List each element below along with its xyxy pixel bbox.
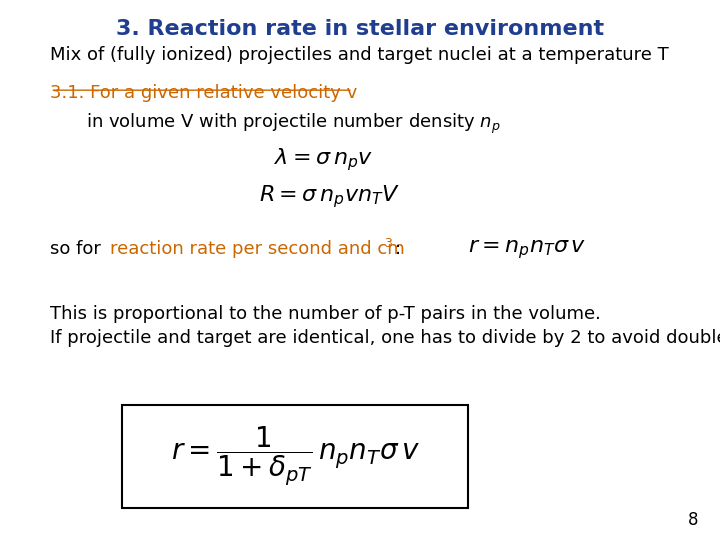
Text: $r = \dfrac{1}{1+\delta_{pT}}\, n_p n_T \sigma\, v$: $r = \dfrac{1}{1+\delta_{pT}}\, n_p n_T … [171,424,420,488]
Text: $r = n_p n_T \sigma\, v$: $r = n_p n_T \sigma\, v$ [468,239,586,261]
Text: 3.1. For a given relative velocity v: 3.1. For a given relative velocity v [50,84,358,102]
Text: 3. Reaction rate in stellar environment: 3. Reaction rate in stellar environment [116,19,604,39]
Text: $\lambda = \sigma\, n_p v$: $\lambda = \sigma\, n_p v$ [274,146,373,173]
Text: Mix of (fully ionized) projectiles and target nuclei at a temperature T: Mix of (fully ionized) projectiles and t… [50,46,669,64]
Text: $R = \sigma\, n_p v n_T V$: $R = \sigma\, n_p v n_T V$ [259,184,400,211]
FancyBboxPatch shape [122,405,468,508]
Text: 8: 8 [688,511,698,529]
Text: :: : [395,240,401,258]
Text: If projectile and target are identical, one has to divide by 2 to avoid double c: If projectile and target are identical, … [50,329,720,347]
Text: This is proportional to the number of p-T pairs in the volume.: This is proportional to the number of p-… [50,305,601,323]
Text: in volume V with projectile number density $n_p$: in volume V with projectile number densi… [86,112,501,136]
Text: so for: so for [50,240,107,258]
Text: 3: 3 [384,237,392,249]
Text: reaction rate per second and cm: reaction rate per second and cm [110,240,405,258]
